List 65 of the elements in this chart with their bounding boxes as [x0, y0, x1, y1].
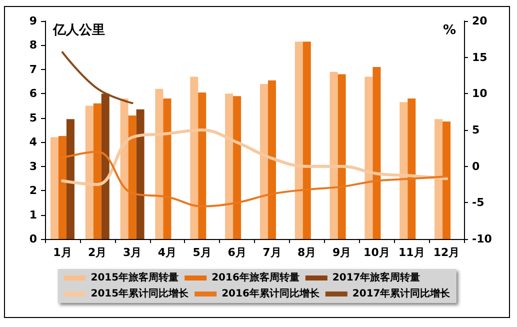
y-tick-label: 7 — [29, 62, 37, 76]
bar — [338, 74, 346, 239]
bar — [93, 103, 102, 239]
legend-label: 2017年旅客周转量 — [332, 272, 420, 284]
bar — [330, 72, 338, 239]
y2-axis-title: % — [442, 23, 456, 38]
y-tick-label: 0 — [29, 232, 38, 246]
bar — [50, 137, 58, 239]
x-tick-label: 7月 — [262, 246, 282, 259]
y2-tick-label: 0 — [472, 160, 480, 173]
legend-label: 2016年旅客周转量 — [212, 272, 300, 284]
bar — [302, 42, 311, 239]
bar — [163, 98, 172, 239]
bar — [372, 67, 381, 239]
y-axis-title: 亿人公里 — [52, 23, 105, 38]
bar — [268, 80, 276, 239]
x-tick-label: 12月 — [433, 246, 460, 259]
legend-label: 2015年累计同比增长 — [90, 288, 190, 300]
x-tick-label: 8月 — [298, 246, 316, 259]
bar — [442, 122, 451, 239]
x-tick-label: 6月 — [228, 246, 246, 259]
legend-label: 2016年累计同比增长 — [222, 288, 320, 300]
y-tick-label: 5 — [29, 111, 37, 124]
bar — [260, 84, 268, 239]
bar — [155, 88, 164, 239]
bar — [120, 98, 128, 239]
bar — [85, 106, 94, 239]
y-tick-label: 6 — [29, 87, 38, 100]
y2-tick-label: -10 — [472, 232, 492, 246]
y-tick-label: 8 — [29, 38, 37, 52]
y2-tick-label: 5 — [472, 124, 480, 136]
x-tick-label: 9月 — [332, 246, 352, 259]
x-tick-label: 1月 — [53, 246, 72, 259]
bar — [400, 102, 408, 239]
legend-label: 2015年旅客周转量 — [90, 272, 179, 284]
bar — [58, 136, 66, 239]
x-tick-label: 5月 — [192, 246, 212, 259]
y-tick-label: 4 — [29, 136, 38, 149]
bar — [434, 119, 443, 239]
bar — [364, 76, 373, 239]
bar — [66, 119, 74, 239]
y-tick-label: 2 — [29, 184, 37, 198]
x-tick-label: 4月 — [158, 246, 177, 259]
x-tick-label: 10月 — [364, 246, 390, 259]
legend-label: 2017年累计同比增长 — [352, 288, 452, 300]
y2-tick-label: 20 — [472, 14, 488, 28]
bar — [294, 42, 303, 239]
bar — [225, 94, 234, 239]
x-tick-label: 11月 — [398, 246, 425, 259]
y2-tick-label: -5 — [472, 196, 484, 210]
bar — [128, 115, 136, 239]
y-tick-label: 9 — [29, 14, 37, 28]
y2-tick-label: 10 — [472, 87, 488, 100]
bar — [136, 109, 144, 239]
line-series — [61, 150, 448, 208]
bar — [190, 76, 198, 239]
line-series — [60, 128, 448, 186]
bar — [408, 98, 416, 239]
bar — [233, 96, 242, 239]
y-tick-label: 1 — [29, 208, 37, 222]
x-tick-label: 2月 — [88, 246, 107, 259]
y2-tick-label: 15 — [472, 50, 488, 64]
y-tick-label: 3 — [29, 160, 37, 173]
bar — [198, 92, 206, 239]
x-tick-label: 3月 — [122, 246, 142, 259]
